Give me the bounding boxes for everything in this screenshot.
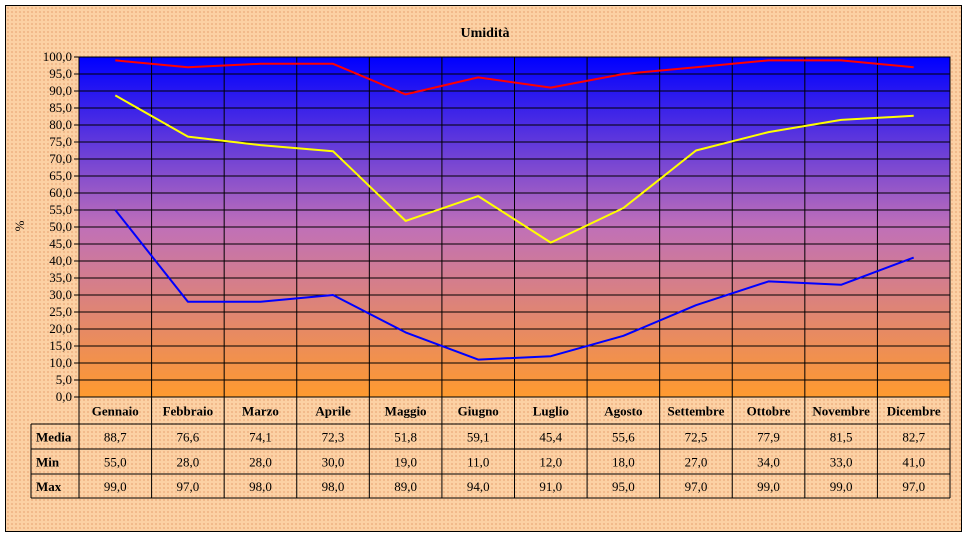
- y-tick-label: 20,0: [49, 321, 72, 336]
- table-cell: 55,0: [104, 455, 127, 470]
- table-cell: 89,0: [394, 479, 417, 494]
- category-label: Febbraio: [163, 404, 214, 419]
- y-tick-label: 80,0: [49, 117, 72, 132]
- y-tick-label: 15,0: [49, 338, 72, 353]
- series-lines: [114, 59, 915, 361]
- table-cell: 72,3: [322, 430, 345, 445]
- y-axis: 0,0 5,0 10,0 15,0 20,0 25,0 30,0 35,0 40,0 45,0 50…: [43, 49, 79, 404]
- series-line-max: [115, 59, 914, 96]
- table-cell: 55,6: [612, 430, 635, 445]
- table-cell: 97,0: [902, 479, 925, 494]
- table-cell: 77,9: [757, 430, 780, 445]
- table-cell: 76,6: [177, 430, 200, 445]
- y-tick-label: 40,0: [49, 253, 72, 268]
- y-tick-label: 10,0: [49, 355, 72, 370]
- y-tick-label: 55,0: [49, 202, 72, 217]
- y-tick-label: 0,0: [56, 389, 72, 404]
- y-tick-label: 35,0: [49, 270, 72, 285]
- category-label: Marzo: [242, 404, 279, 419]
- table-cell: 33,0: [830, 455, 853, 470]
- category-label: Luglio: [533, 404, 569, 419]
- y-tick-label: 5,0: [56, 372, 72, 387]
- y-axis-label: %: [12, 220, 27, 231]
- y-tick-label: 45,0: [49, 236, 72, 251]
- table-cell: 45,4: [539, 430, 562, 445]
- table-cell: 88,7: [104, 430, 127, 445]
- table-cell: 59,1: [467, 430, 490, 445]
- category-label: Agosto: [604, 404, 642, 419]
- y-tick-label: 75,0: [49, 134, 72, 149]
- table-cell: 27,0: [685, 455, 708, 470]
- table-cell: 94,0: [467, 479, 490, 494]
- table-cell: 98,0: [322, 479, 345, 494]
- table-row-label: Media: [36, 430, 72, 445]
- table-cell: 91,0: [539, 479, 562, 494]
- table-cell: 19,0: [394, 455, 417, 470]
- chart-title: Umidità: [461, 26, 510, 41]
- table-cell: 98,0: [249, 479, 272, 494]
- table-cell: 41,0: [902, 455, 925, 470]
- y-tick-label: 95,0: [49, 66, 72, 81]
- table-cell: 72,5: [685, 430, 708, 445]
- category-label: Giugno: [458, 404, 499, 419]
- table-cell: 12,0: [539, 455, 562, 470]
- category-label: Dicembre: [887, 404, 941, 419]
- table-cell: 11,0: [467, 455, 489, 470]
- table-cell: 30,0: [322, 455, 345, 470]
- y-tick-label: 100,0: [43, 49, 72, 64]
- y-tick-label: 60,0: [49, 185, 72, 200]
- series-line-media: [114, 94, 914, 244]
- gridlines: [78, 56, 951, 398]
- category-label: Novembre: [812, 404, 870, 419]
- y-tick-label: 70,0: [49, 151, 72, 166]
- category-label: Settembre: [668, 404, 725, 419]
- y-tick-label: 90,0: [49, 83, 72, 98]
- table-cell: 34,0: [757, 455, 780, 470]
- table-cell: 28,0: [249, 455, 272, 470]
- y-tick-label: 30,0: [49, 287, 72, 302]
- y-tick-label: 50,0: [49, 219, 72, 234]
- y-tick-label: 65,0: [49, 168, 72, 183]
- category-label: Aprile: [315, 404, 351, 419]
- category-label: Ottobre: [747, 404, 791, 419]
- y-tick-label: 85,0: [49, 100, 72, 115]
- table-row-label: Max: [36, 479, 62, 494]
- table-cell: 95,0: [612, 479, 635, 494]
- y-tick-label: 25,0: [49, 304, 72, 319]
- table-cell: 74,1: [249, 430, 272, 445]
- category-label: Maggio: [385, 404, 427, 419]
- table-cell: 82,7: [902, 430, 925, 445]
- table-cell: 99,0: [830, 479, 853, 494]
- table-cell: 99,0: [104, 479, 127, 494]
- data-table: Gennaio Febbraio Marzo Aprile Maggio Giugno Lu…: [30, 397, 951, 499]
- table-cell: 99,0: [757, 479, 780, 494]
- table-cell: 97,0: [177, 479, 200, 494]
- table-cell: 28,0: [177, 455, 200, 470]
- category-label: Gennaio: [92, 404, 139, 419]
- table-cell: 81,5: [830, 430, 853, 445]
- table-cell: 18,0: [612, 455, 635, 470]
- table-cell: 97,0: [685, 479, 708, 494]
- table-cell: 51,8: [394, 430, 417, 445]
- series-line-min: [114, 209, 915, 361]
- table-row-label: Min: [36, 455, 60, 470]
